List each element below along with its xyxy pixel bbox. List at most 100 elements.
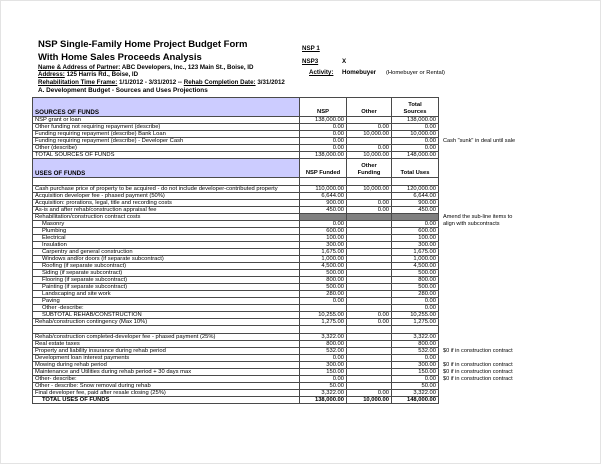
- cell-other[interactable]: 0.00: [346, 144, 392, 152]
- cell-total[interactable]: 3,322.00: [391, 389, 439, 397]
- cell-total[interactable]: 4,500.00: [391, 262, 439, 270]
- cell-total[interactable]: 600.00: [391, 227, 439, 235]
- cell-total[interactable]: 0.00: [391, 354, 439, 362]
- activity-value[interactable]: Homebuyer: [342, 69, 377, 76]
- cell-nsp[interactable]: 6,644.00: [299, 192, 347, 200]
- cell-total[interactable]: 300.00: [391, 241, 439, 249]
- cell-other[interactable]: [346, 213, 392, 221]
- cell-nsp[interactable]: 138,000.00: [299, 116, 347, 124]
- cell-total[interactable]: 0.00: [391, 220, 439, 228]
- cell-other[interactable]: 0.00: [346, 311, 392, 319]
- cell-nsp[interactable]: 1,000.00: [299, 255, 347, 263]
- cell-total[interactable]: 148,000.00: [391, 396, 439, 404]
- cell-nsp[interactable]: 0.00: [299, 144, 347, 152]
- cell-other[interactable]: [346, 234, 392, 242]
- cell-other[interactable]: [346, 333, 392, 341]
- cell-nsp[interactable]: 138,000.00: [299, 396, 347, 404]
- cell-other[interactable]: [346, 137, 392, 145]
- cell-other[interactable]: 10,000.00: [346, 396, 392, 404]
- cell-other[interactable]: [346, 269, 392, 277]
- cell-other[interactable]: [346, 354, 392, 362]
- cell-nsp[interactable]: 532.00: [299, 347, 347, 355]
- cell-nsp[interactable]: 110,000.00: [299, 185, 347, 193]
- cell-nsp[interactable]: 0.00: [299, 297, 347, 305]
- cell-nsp[interactable]: 0.00: [299, 123, 347, 131]
- cell-total[interactable]: 10,255.00: [391, 311, 439, 319]
- cell-nsp[interactable]: 100.00: [299, 234, 347, 242]
- cell-total[interactable]: 1,675.00: [391, 248, 439, 256]
- cell-total[interactable]: 500.00: [391, 269, 439, 277]
- cell-nsp[interactable]: 0.00: [299, 130, 347, 138]
- partner-value[interactable]: ABC Developers, Inc., 123 Main St., Bois…: [121, 64, 254, 71]
- cell-total[interactable]: 100.00: [391, 234, 439, 242]
- cell-total[interactable]: 148,000.00: [391, 151, 439, 159]
- cell-nsp[interactable]: 10,255.00: [299, 311, 347, 319]
- cell-other[interactable]: 0.00: [346, 199, 392, 207]
- cell-other[interactable]: [346, 375, 392, 383]
- cell-other[interactable]: 10,000.00: [346, 151, 392, 159]
- completion-value[interactable]: 3/31/2012: [257, 78, 285, 86]
- cell-other[interactable]: [346, 368, 392, 376]
- cell-nsp[interactable]: 450.00: [299, 206, 347, 214]
- cell-total[interactable]: 800.00: [391, 340, 439, 348]
- cell-other[interactable]: [346, 241, 392, 249]
- cell-other[interactable]: [346, 262, 392, 270]
- cell-other[interactable]: [346, 361, 392, 369]
- cell-other[interactable]: 0.00: [346, 389, 392, 397]
- cell-nsp[interactable]: 280.00: [299, 290, 347, 298]
- cell-nsp[interactable]: 300.00: [299, 361, 347, 369]
- cell-total[interactable]: 10,000.00: [391, 130, 439, 138]
- cell-other[interactable]: [346, 116, 392, 124]
- cell-other[interactable]: [346, 283, 392, 291]
- cell-total[interactable]: 500.00: [391, 283, 439, 291]
- cell-total[interactable]: 6,644.00: [391, 192, 439, 200]
- cell-other[interactable]: [346, 304, 392, 312]
- cell-other[interactable]: [346, 276, 392, 284]
- cell-total[interactable]: 1,000.00: [391, 255, 439, 263]
- cell-total[interactable]: 3,322.00: [391, 333, 439, 341]
- cell-total[interactable]: 0.00: [391, 144, 439, 152]
- cell-total[interactable]: 800.00: [391, 276, 439, 284]
- cell-other[interactable]: [346, 340, 392, 348]
- cell-nsp[interactable]: 3,322.00: [299, 333, 347, 341]
- cell-nsp[interactable]: 50.00: [299, 382, 347, 390]
- cell-total[interactable]: 0.00: [391, 137, 439, 145]
- cell-other[interactable]: 10,000.00: [346, 130, 392, 138]
- cell-nsp[interactable]: 150.00: [299, 368, 347, 376]
- cell-other[interactable]: [346, 192, 392, 200]
- cell-nsp[interactable]: 0.00: [299, 354, 347, 362]
- cell-nsp[interactable]: 900.00: [299, 199, 347, 207]
- cell-nsp[interactable]: 800.00: [299, 276, 347, 284]
- cell-nsp[interactable]: 0.00: [299, 375, 347, 383]
- timeframe-value[interactable]: 1/1/2012 - 3/31/2012 --: [119, 78, 182, 86]
- cell-total[interactable]: 0.00: [391, 304, 439, 312]
- cell-total[interactable]: 150.00: [391, 368, 439, 376]
- cell-total[interactable]: 300.00: [391, 361, 439, 369]
- cell-nsp[interactable]: 138,000.00: [299, 151, 347, 159]
- cell-total[interactable]: [391, 213, 439, 221]
- cell-other[interactable]: [346, 297, 392, 305]
- cell-other[interactable]: [346, 255, 392, 263]
- cell-total[interactable]: 1,275.00: [391, 318, 439, 326]
- cell-total[interactable]: 0.00: [391, 375, 439, 383]
- cell-nsp[interactable]: 500.00: [299, 269, 347, 277]
- cell-total[interactable]: 0.00: [391, 297, 439, 305]
- cell-nsp[interactable]: [299, 304, 347, 312]
- cell-nsp[interactable]: 1,275.00: [299, 318, 347, 326]
- cell-total[interactable]: 280.00: [391, 290, 439, 298]
- cell-total[interactable]: 450.00: [391, 206, 439, 214]
- cell-total[interactable]: 0.00: [391, 123, 439, 131]
- cell-other[interactable]: [346, 290, 392, 298]
- cell-nsp[interactable]: 300.00: [299, 241, 347, 249]
- cell-other[interactable]: 0.00: [346, 318, 392, 326]
- cell-nsp[interactable]: 0.00: [299, 220, 347, 228]
- cell-nsp[interactable]: [299, 213, 347, 221]
- cell-total[interactable]: 900.00: [391, 199, 439, 207]
- cell-other[interactable]: [346, 227, 392, 235]
- cell-total[interactable]: 532.00: [391, 347, 439, 355]
- cell-other[interactable]: 0.00: [346, 206, 392, 214]
- cell-other[interactable]: [346, 220, 392, 228]
- address-value[interactable]: 125 Harris Rd., Boise, ID: [66, 71, 139, 79]
- cell-nsp[interactable]: 1,675.00: [299, 248, 347, 256]
- cell-nsp[interactable]: 600.00: [299, 227, 347, 235]
